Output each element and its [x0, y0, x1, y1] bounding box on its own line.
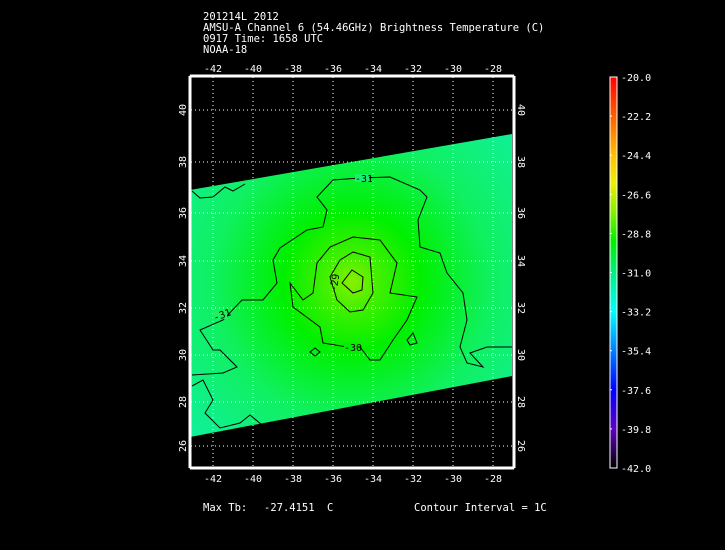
max-tb-value: -27.4151	[264, 502, 315, 514]
lon-tick-label-top: -34	[364, 64, 382, 75]
lat-tick-label-left: 38	[178, 156, 189, 168]
lon-tick-label-top: -30	[444, 64, 462, 75]
contour-edge-south	[191, 379, 263, 429]
colorbar-label: -31.0	[621, 269, 651, 280]
lon-tick-label-bottom: -30	[444, 474, 462, 485]
contour-minus-28	[341, 269, 364, 294]
title-line-1: 201214L 2012	[203, 11, 279, 23]
contour-label: -29	[328, 273, 342, 293]
colorbar-label: -28.8	[621, 229, 651, 240]
lat-tick-label-right: 26	[515, 440, 526, 452]
max-tb-label: Max Tb:	[203, 502, 248, 514]
lat-tick-label-left: 30	[178, 349, 189, 361]
lat-tick-label-left: 36	[178, 207, 189, 219]
contour-edge-north	[191, 183, 246, 199]
lon-tick-label-bottom: -40	[244, 474, 262, 485]
graticule	[191, 77, 513, 467]
colorbar-label: -20.0	[621, 73, 651, 84]
contour-minus-29	[329, 251, 374, 313]
lat-tick-label-right: 38	[515, 156, 526, 168]
title-line-3: 0917 Time: 1658 UTC	[203, 33, 324, 45]
lon-tick-label-top: -28	[484, 64, 502, 75]
lat-tick-label-right: 30	[515, 349, 526, 361]
lon-tick-label-top: -40	[244, 64, 262, 75]
lat-tick-label-left: 32	[178, 302, 189, 314]
lon-tick-label-top: -38	[284, 64, 302, 75]
lon-tick-label-bottom: -32	[404, 474, 422, 485]
lat-tick-label-right: 34	[515, 255, 526, 267]
contour-label: -30	[344, 343, 362, 354]
lat-tick-label-right: 40	[515, 104, 526, 116]
contour-interval: Contour Interval = 1C	[414, 502, 547, 514]
colorbar-label: -42.0	[621, 464, 651, 475]
colorbar-label: -35.4	[621, 347, 651, 358]
lat-tick-label-left: 40	[178, 104, 189, 116]
lon-tick-label-bottom: -42	[204, 474, 222, 485]
contour-label: -31	[355, 174, 373, 185]
lat-tick-label-right: 32	[515, 302, 526, 314]
lat-tick-label-left: 34	[178, 255, 189, 267]
lon-tick-label-bottom: -34	[364, 474, 382, 485]
lon-tick-label-bottom: -28	[484, 474, 502, 485]
contour-minus-31	[191, 176, 512, 376]
lat-tick-label-right: 36	[515, 207, 526, 219]
lon-tick-label-top: -42	[204, 64, 222, 75]
title-line-2: AMSU-A Channel 6 (54.46GHz) Brightness T…	[203, 22, 545, 34]
max-tb-unit: C	[327, 502, 334, 514]
colorbar-label: -24.4	[621, 151, 651, 162]
map-frame	[188, 74, 516, 470]
lon-tick-label-top: -32	[404, 64, 422, 75]
colorbar-label: -39.8	[621, 425, 651, 436]
colorbar-label: -37.6	[621, 386, 651, 397]
lon-tick-label-top: -36	[324, 64, 342, 75]
colorbar-label: -22.2	[621, 112, 651, 123]
lat-tick-label-left: 28	[178, 396, 189, 408]
title-line-4: NOAA-18	[203, 44, 248, 56]
contours	[191, 176, 512, 429]
lat-tick-label-right: 28	[515, 396, 526, 408]
lon-tick-label-bottom: -36	[324, 474, 342, 485]
lon-tick-label-bottom: -38	[284, 474, 302, 485]
satellite-swath	[190, 134, 512, 437]
lat-tick-label-left: 26	[178, 440, 189, 452]
colorbar-label: -26.6	[621, 190, 651, 201]
colorbar-label: -33.2	[621, 308, 651, 319]
contour-labels: -31 -31 -30 -29	[212, 174, 373, 354]
